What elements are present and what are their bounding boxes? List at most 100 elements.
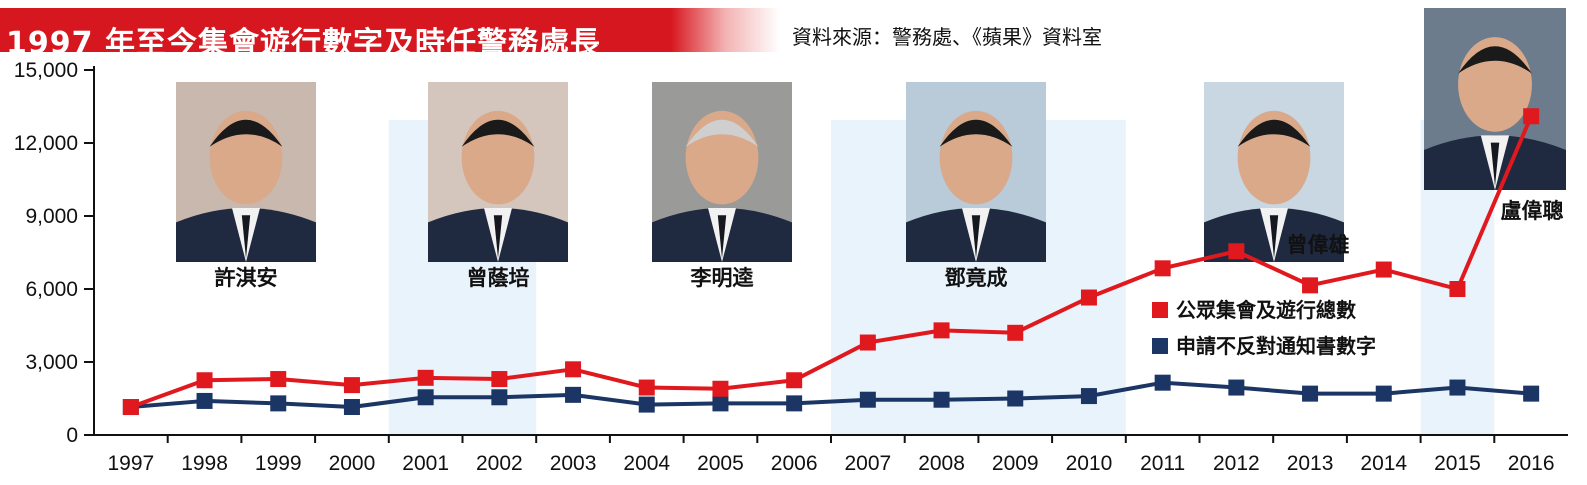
commissioner-portraits	[176, 8, 1566, 262]
tie-shape	[717, 215, 727, 259]
source-note: 資料來源：警務處、《蘋果》資料室	[792, 25, 1102, 49]
hair-shape	[209, 119, 283, 147]
y-tick-label: 3,000	[25, 351, 78, 374]
series-2-point	[933, 391, 950, 408]
x-tick-label: 2002	[476, 452, 523, 475]
hair-shape	[1458, 46, 1532, 74]
x-tick-label: 2007	[844, 452, 891, 475]
series-2-point	[1080, 388, 1097, 405]
chart-title: 1997 年至今集會遊行數字及時任警務處長	[6, 26, 601, 61]
series-line-2	[130, 380, 1532, 410]
x-tick-label: 2012	[1213, 452, 1260, 475]
series-2-point	[859, 391, 876, 408]
commissioner-name-1: 許淇安	[215, 266, 278, 290]
hair-shape	[461, 119, 535, 147]
series-2-point	[491, 389, 508, 406]
series-1-point	[1375, 261, 1392, 278]
series-2-point	[1449, 379, 1466, 396]
series-2-point	[565, 386, 582, 403]
series-1-point	[343, 377, 360, 394]
y-tick-label: 6,000	[25, 278, 78, 301]
series-1-point	[491, 371, 508, 388]
commissioner-name-2: 曾蔭培	[467, 266, 530, 290]
commissioner-photo-4	[906, 82, 1046, 262]
legend-label-2: 申請不反對通知書數字	[1176, 334, 1376, 358]
series-1-point	[859, 334, 876, 351]
series-2-point	[1302, 385, 1319, 402]
x-tick-label: 2013	[1287, 452, 1334, 475]
series-2-point	[417, 389, 434, 406]
series-2-point	[712, 395, 729, 412]
x-tick-label: 2006	[771, 452, 818, 475]
series-2-point	[1375, 385, 1392, 402]
commissioner-photo-2	[428, 82, 568, 262]
series-1-point	[417, 369, 434, 386]
x-tick-label: 2001	[402, 452, 449, 475]
x-tick-label: 2014	[1360, 452, 1407, 475]
series-2-point	[786, 395, 803, 412]
y-tick-label: 15,000	[14, 59, 78, 82]
x-tick-label: 2003	[550, 452, 597, 475]
series-1-point	[1302, 277, 1319, 294]
series-1-point	[122, 399, 139, 416]
series-1-point	[638, 379, 655, 396]
y-tick-label: 0	[66, 424, 78, 447]
series-1-point	[786, 372, 803, 389]
commissioner-photo-3	[652, 82, 792, 262]
series-2-point	[638, 396, 655, 413]
y-tick-label: 9,000	[25, 205, 78, 228]
x-tick-label: 2000	[329, 452, 376, 475]
legend-label-1: 公眾集會及遊行總數	[1176, 298, 1356, 322]
commissioner-name-6: 盧偉聰	[1501, 199, 1564, 223]
commissioner-photo-1	[176, 82, 316, 262]
x-tick-label: 2011	[1140, 452, 1185, 475]
x-tick-label: 2015	[1434, 452, 1481, 475]
x-tick-label: 2005	[697, 452, 744, 475]
series-2-point	[1154, 374, 1171, 391]
hair-shape	[685, 119, 759, 147]
x-tick-label: 2004	[623, 452, 670, 475]
x-tick-label: 2008	[918, 452, 965, 475]
series-2-point	[1007, 390, 1024, 407]
series-1-point	[270, 371, 287, 388]
series-1-point	[933, 322, 950, 339]
tie-shape	[241, 215, 251, 259]
commissioner-photo-6	[1424, 8, 1566, 190]
tie-shape	[1490, 142, 1500, 187]
tie-shape	[971, 215, 981, 259]
series-line-1	[130, 115, 1533, 409]
hair-shape	[939, 119, 1013, 147]
series-2-point	[270, 395, 287, 412]
series-2-point	[343, 399, 360, 416]
x-tick-label: 2010	[1066, 452, 1113, 475]
commissioner-name-3: 李明逵	[690, 266, 755, 290]
series-1-point	[1523, 108, 1540, 125]
series-1-point	[712, 380, 729, 397]
commissioner-name-4: 鄧竟成	[945, 266, 1008, 290]
commissioner-name-5: 曾偉雄	[1287, 233, 1350, 257]
series-1-point	[565, 361, 582, 378]
x-tick-label: 2016	[1508, 452, 1555, 475]
title-bar: 1997 年至今集會遊行數字及時任警務處長	[0, 8, 780, 61]
series-1-point	[1080, 289, 1097, 306]
series-1-point	[1449, 281, 1466, 297]
series-1-point	[1228, 243, 1245, 260]
series-lines	[122, 108, 1540, 416]
series-1-point	[1007, 324, 1024, 341]
hair-shape	[1237, 119, 1311, 147]
series-2-point	[196, 392, 213, 409]
y-tick-label: 12,000	[14, 132, 78, 155]
legend-swatch-1	[1152, 302, 1168, 318]
series-1-point	[196, 372, 213, 389]
axes: 0 3,000 6,000 9,000 12,000 15,000 1997 1998 1999…	[14, 59, 1568, 475]
x-tick-label: 2009	[992, 452, 1039, 475]
series-2-point	[1228, 379, 1245, 396]
x-tick-label: 1998	[181, 452, 228, 475]
series-2-point	[1523, 385, 1540, 402]
tie-shape	[1269, 215, 1279, 259]
x-tick-label: 1997	[107, 452, 154, 475]
series-1-point	[1154, 260, 1171, 277]
legend-swatch-2	[1152, 338, 1168, 354]
